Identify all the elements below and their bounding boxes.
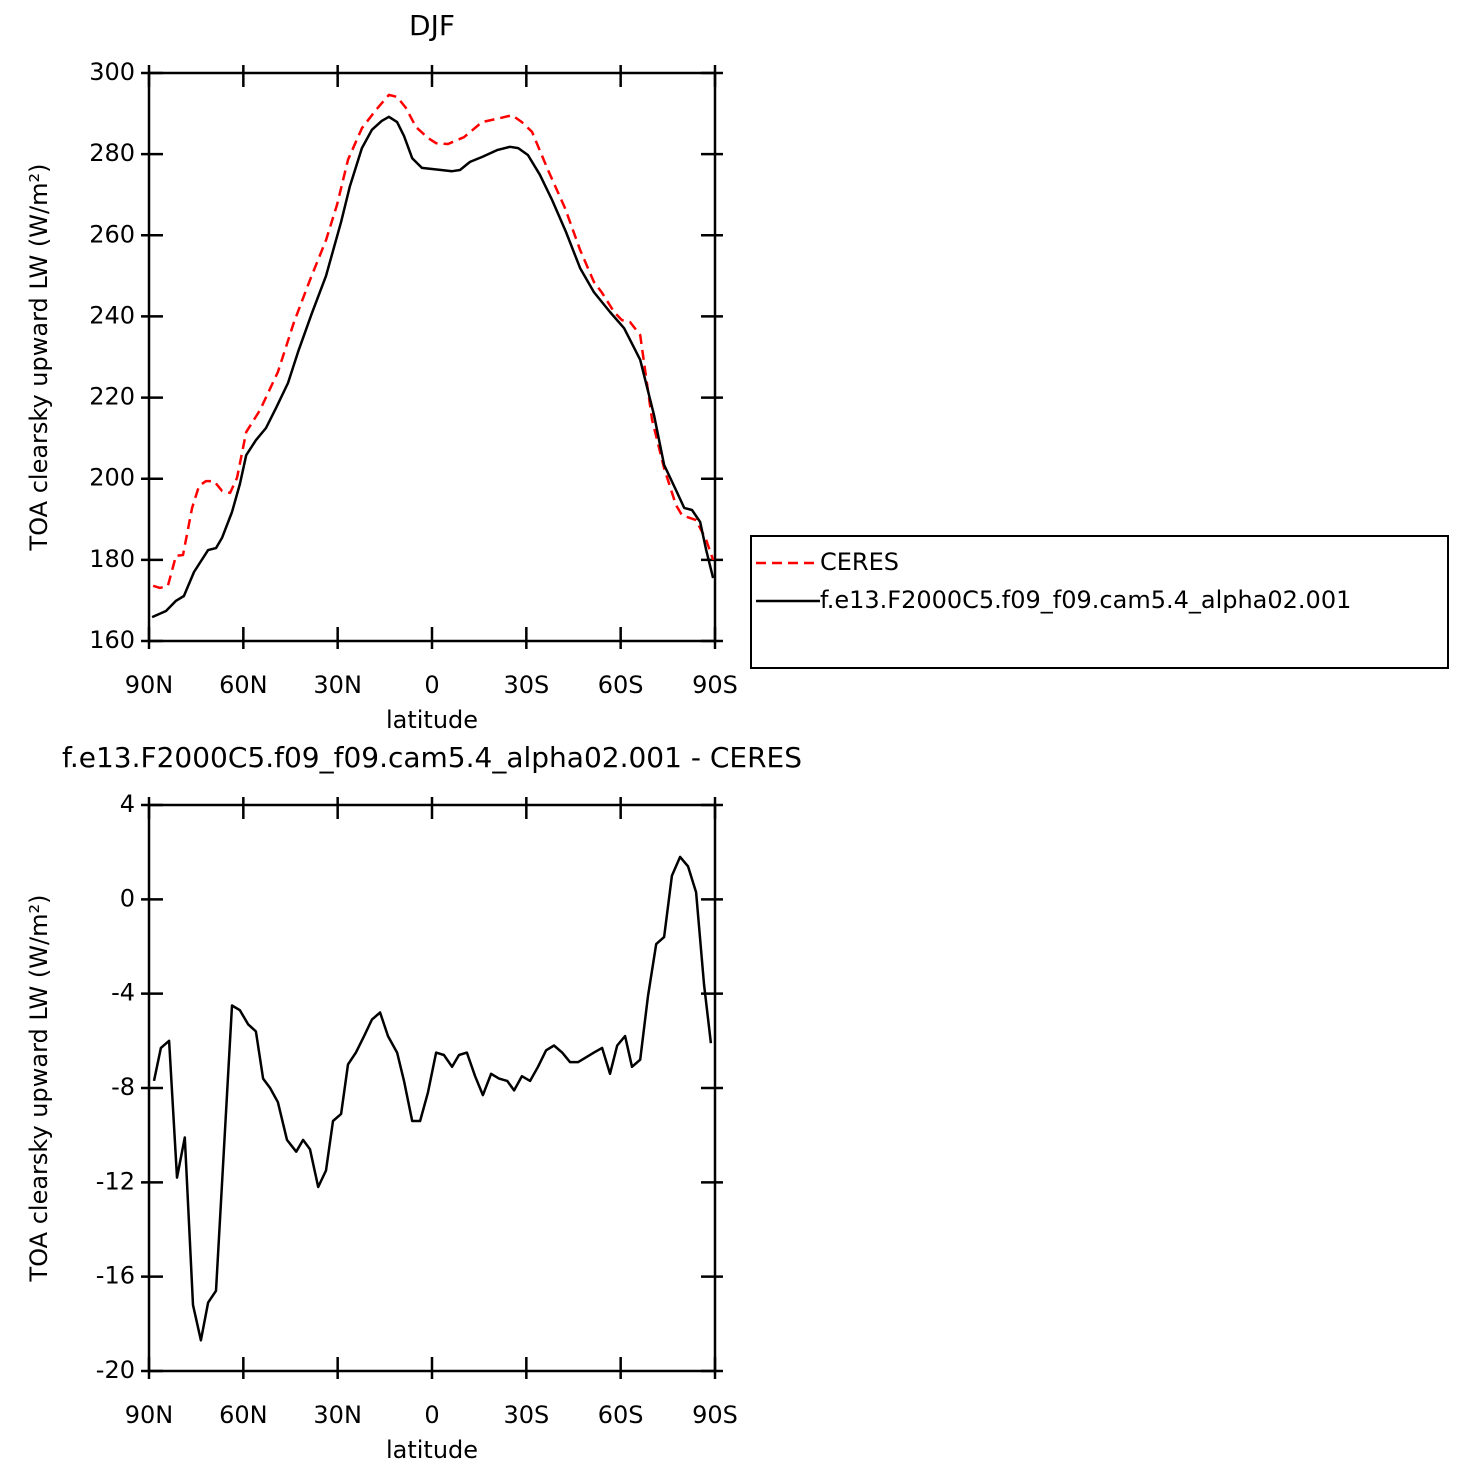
- x-tick-label: 60N: [219, 671, 268, 699]
- legend-label: f.e13.F2000C5.f09_f09.cam5.4_alpha02.001: [820, 586, 1351, 614]
- legend: CERES f.e13.F2000C5.f09_f09.cam5.4_alpha0…: [750, 535, 1449, 669]
- x-tick-label: 90S: [692, 1401, 738, 1429]
- y-tick-label: 300: [89, 58, 135, 86]
- x-tick-label: 90N: [125, 1401, 174, 1429]
- y-tick-label: 160: [89, 626, 135, 654]
- x-tick-label: 60N: [219, 1401, 268, 1429]
- y-tick-label: 180: [89, 545, 135, 573]
- x-axis-label: latitude: [386, 1436, 478, 1464]
- x-axis-label: latitude: [386, 706, 478, 734]
- y-axis-label: TOA clearsky upward LW (W/m²): [25, 164, 53, 552]
- x-tick-label: 30N: [313, 671, 362, 699]
- y-tick-label: 0: [120, 884, 135, 912]
- y-tick-label: 220: [89, 383, 135, 411]
- y-tick-label: -8: [111, 1073, 135, 1101]
- y-tick-label: -16: [96, 1262, 135, 1290]
- x-tick-label: 30N: [313, 1401, 362, 1429]
- chart-title: DJF: [409, 9, 455, 42]
- y-tick-label: 240: [89, 301, 135, 329]
- y-axis-label: TOA clearsky upward LW (W/m²): [25, 895, 53, 1283]
- x-tick-label: 60S: [598, 671, 644, 699]
- y-tick-label: 280: [89, 139, 135, 167]
- chart-title: f.e13.F2000C5.f09_f09.cam5.4_alpha02.001…: [62, 741, 802, 774]
- y-tick-label: -4: [111, 979, 135, 1007]
- plot-frame: [147, 71, 717, 643]
- x-tick-label: 0: [424, 1401, 439, 1429]
- y-tick-label: 200: [89, 464, 135, 492]
- legend-box: [750, 535, 1449, 669]
- y-tick-label: -12: [96, 1167, 135, 1195]
- legend-label: CERES: [820, 548, 899, 576]
- data-line: [152, 855, 713, 1342]
- x-tick-label: 0: [424, 671, 439, 699]
- x-tick-label: 90N: [125, 671, 174, 699]
- data-line: [152, 93, 715, 590]
- x-tick-label: 30S: [503, 1401, 549, 1429]
- y-tick-label: 260: [89, 220, 135, 248]
- y-tick-label: 4: [120, 790, 135, 818]
- data-line: [151, 115, 715, 619]
- x-tick-label: 30S: [503, 671, 549, 699]
- x-tick-label: 60S: [598, 1401, 644, 1429]
- y-tick-label: -20: [96, 1356, 135, 1384]
- x-tick-label: 90S: [692, 671, 738, 699]
- plot-frame: [147, 803, 717, 1373]
